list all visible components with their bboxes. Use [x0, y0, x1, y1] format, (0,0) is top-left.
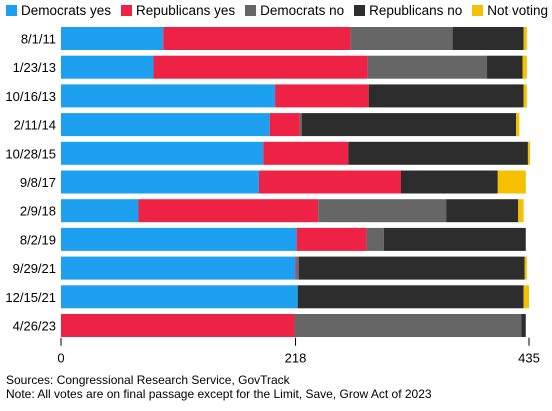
bar-democrats-yes-9-29-21 — [61, 256, 296, 280]
bar-republicans-yes-1-23-13 — [153, 55, 368, 79]
bar-republicans-yes-10-28-15 — [263, 141, 349, 165]
category-label-9-29-21: 9/29/21 — [13, 261, 56, 276]
bar-republicans-no-2-9-18 — [446, 199, 519, 223]
bar-republicans-no-8-2-19 — [383, 227, 526, 251]
legend-label: Democrats yes — [21, 3, 112, 18]
bar-not-voting-1-23-13 — [522, 55, 527, 79]
category-label-2-11-14: 2/11/14 — [14, 118, 56, 133]
legend-item-republicans-no: Republicans no — [354, 3, 462, 18]
bar-not-voting-9-29-21 — [524, 256, 527, 280]
legend-item-republicans-yes: Republicans yes — [121, 3, 235, 18]
bar-not-voting-10-28-15 — [527, 141, 531, 165]
legend-swatch — [6, 5, 17, 16]
legend-item-not-voting: Not voting — [472, 3, 548, 18]
legend-label: Republicans yes — [136, 3, 236, 18]
bar-democrats-yes-1-23-13 — [61, 55, 154, 79]
category-label-1-23-13: 1/23/13 — [13, 60, 56, 75]
legend-label: Republicans no — [369, 3, 463, 18]
category-label-8-2-19: 8/2/19 — [20, 232, 56, 247]
sources-note: Sources: Congressional Research Service,… — [6, 373, 290, 387]
legend-item-democrats-yes: Democrats yes — [6, 3, 111, 18]
bar-democrats-yes-2-11-14 — [61, 113, 270, 137]
bar-republicans-no-8-1-11 — [452, 27, 524, 50]
bar-democrats-yes-9-8-17 — [61, 170, 259, 194]
bar-republicans-yes-2-11-14 — [269, 113, 300, 137]
legend-swatch — [245, 5, 257, 16]
bar-not-voting-10-16-13 — [523, 84, 527, 108]
category-label-2-9-18: 2/9/18 — [20, 204, 56, 219]
bar-not-voting-2-11-14 — [516, 113, 520, 137]
bar-republicans-no-12-15-21 — [297, 285, 524, 309]
bar-democrats-yes-8-2-19 — [61, 227, 297, 251]
x-tick-label-218: 218 — [285, 351, 307, 366]
category-label-4-26-23: 4/26/23 — [13, 319, 56, 334]
bar-republicans-yes-4-26-23 — [61, 314, 295, 337]
legend-swatch — [354, 5, 366, 16]
bar-not-voting-2-9-18 — [518, 199, 524, 223]
bar-democrats-yes-2-9-18 — [61, 199, 139, 223]
bar-republicans-no-2-11-14 — [301, 113, 517, 137]
bar-democrats-no-2-11-14 — [299, 113, 302, 137]
category-label-10-28-15: 10/28/15 — [5, 146, 56, 161]
bar-republicans-yes-9-29-21 — [295, 256, 297, 280]
bar-not-voting-8-1-11 — [523, 27, 527, 50]
bar-not-voting-12-15-21 — [523, 285, 529, 309]
category-label-8-1-11: 8/1/11 — [21, 32, 56, 47]
bar-republicans-no-10-28-15 — [348, 141, 528, 165]
bar-republicans-yes-9-8-17 — [258, 170, 401, 194]
bar-democrats-no-4-26-23 — [294, 314, 522, 337]
bar-democrats-yes-10-28-15 — [61, 141, 264, 165]
bar-democrats-yes-12-15-21 — [61, 285, 298, 309]
bar-republicans-no-9-29-21 — [298, 256, 525, 280]
bar-republicans-no-1-23-13 — [487, 55, 523, 79]
category-label-10-16-13: 10/16/13 — [5, 89, 56, 104]
bar-republicans-yes-2-9-18 — [138, 199, 319, 223]
legend-label: Not voting — [487, 3, 549, 18]
x-tick-label-435: 435 — [518, 351, 540, 366]
bar-republicans-yes-8-1-11 — [163, 27, 351, 50]
chart-legend: Democrats yes Republicans yes Democrats no… — [6, 3, 548, 18]
legend-label: Democrats no — [260, 3, 345, 18]
bar-republicans-yes-10-16-13 — [275, 84, 369, 108]
legend-swatch — [121, 5, 133, 16]
bar-democrats-no-8-1-11 — [350, 27, 453, 50]
bar-not-voting-9-8-17 — [497, 170, 526, 194]
footnote: Note: All votes are on final passage exc… — [6, 387, 432, 401]
bar-republicans-yes-8-2-19 — [296, 227, 367, 251]
bar-republicans-no-9-8-17 — [400, 170, 498, 194]
bar-democrats-yes-10-16-13 — [61, 84, 276, 108]
chart-notes: Sources: Congressional Research Service,… — [6, 373, 432, 401]
bar-democrats-yes-8-1-11 — [61, 27, 164, 50]
bar-democrats-no-8-2-19 — [366, 227, 384, 251]
bar-republicans-no-10-16-13 — [368, 84, 524, 108]
legend-swatch — [472, 5, 484, 16]
bar-republicans-no-4-26-23 — [521, 314, 526, 337]
bar-democrats-no-1-23-13 — [367, 55, 488, 79]
bar-democrats-no-2-9-18 — [318, 199, 447, 223]
category-label-12-15-21: 12/15/21 — [5, 290, 56, 305]
category-label-9-8-17: 9/8/17 — [20, 175, 56, 190]
bar-democrats-no-9-29-21 — [296, 256, 299, 280]
legend-item-democrats-no: Democrats no — [245, 3, 344, 18]
x-tick-label-0: 0 — [57, 351, 64, 366]
